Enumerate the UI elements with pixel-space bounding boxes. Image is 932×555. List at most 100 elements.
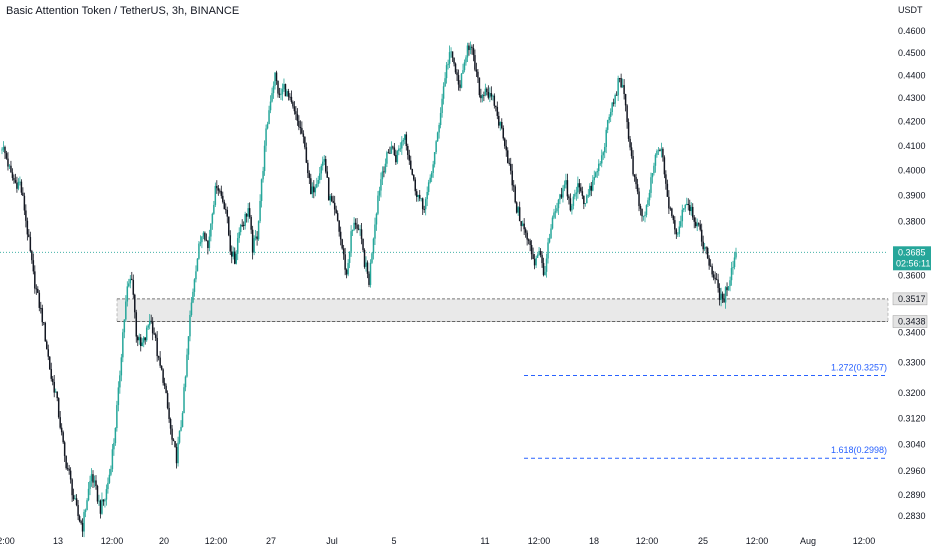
candle-body [642,215,645,217]
candle-body [632,156,634,175]
candle-body [375,213,378,225]
time-axis[interactable]: 2:00 13 12:00 20 12:00 27 Jul 5 11 12:00 18 12:00 25… [0,536,875,546]
candle-body [44,322,47,342]
candle-body [472,47,475,56]
candle-body [148,320,151,326]
candle-body [37,288,39,293]
candle-body [711,266,713,275]
candle-body [635,177,637,185]
candle-body [171,428,173,440]
candle-body [35,288,38,290]
candle-body [213,204,215,214]
candle-body [99,500,102,514]
candle-body [462,70,464,74]
candle-body [169,418,172,429]
price-tick-label: 0.2960 [898,466,926,476]
price-axis[interactable]: 0.4600 0.4500 0.4400 0.4300 0.4200 0.4100 0.40… [898,26,926,521]
candle-body [735,252,737,258]
candle-body [680,221,682,227]
candle-body [690,206,692,212]
candle-body [674,220,676,230]
current-price-badge: 0.3685 02:56:11 [893,246,931,271]
symbol-title[interactable]: Basic Attention Token / TetherUS, 3h, BI… [6,5,240,17]
candle-body [454,63,457,73]
candle-body [29,237,32,252]
candle-body [345,269,348,275]
candle-body [671,208,673,216]
candle-body [420,198,422,200]
candle-body [40,307,42,309]
candle-body [20,181,23,193]
candle-body [107,482,109,490]
candle-body [220,191,223,196]
time-tick-label: 20 [159,536,169,546]
candle-body [541,254,543,264]
candle-body [348,251,351,263]
candle-body [316,183,318,188]
candle-body [205,239,208,241]
candle-body [274,72,276,86]
candle-body [648,192,651,201]
candle-body [413,174,415,180]
candle-body [351,229,354,232]
candle-body [669,208,672,210]
candle-body [724,287,727,303]
candle-body [162,369,164,383]
candle-body [32,260,35,272]
candle-body [614,94,616,104]
candle-body [730,268,733,281]
candle-body [538,250,540,255]
candle-body [587,195,590,197]
candle-body [433,152,436,165]
candle-body [244,213,246,226]
candle-body [135,312,138,337]
candle-body [48,356,51,370]
candle-body [287,91,290,97]
candle-body [578,183,581,188]
candle-body [463,62,466,71]
candle-body [163,382,166,386]
candle-body [117,387,120,406]
candle-body [466,45,469,58]
time-tick-label: Aug [800,536,816,546]
candle-body [441,98,443,114]
candle-body [183,387,185,414]
candle-body [160,365,163,370]
candle-body [295,111,297,115]
candle-body [13,177,15,181]
candle-body [583,195,585,205]
candle-body [442,86,445,99]
price-tick-label: 0.4500 [898,48,926,58]
candle-body [322,161,324,166]
candle-body [706,247,709,259]
candle-body [75,498,78,506]
time-tick-label: 12:00 [746,536,769,546]
candle-body [289,96,291,98]
candle-body [539,250,542,255]
candle-body [78,516,81,522]
candle-body [324,159,327,172]
candle-body [626,105,628,123]
candle-body [329,196,331,201]
time-tick-label: 5 [391,536,396,546]
candle-body [95,480,97,486]
candle-body [596,171,599,173]
candle-body [298,120,300,127]
candle-body [633,174,636,178]
candle-body [198,243,200,259]
candle-body [612,102,615,104]
candle-body [5,153,8,159]
candle-body [34,271,36,289]
candle-body [696,223,698,227]
candle-body [283,84,285,90]
candle-body [81,522,84,532]
candle-body [712,274,715,278]
support-zone[interactable] [116,298,889,322]
candle-body [201,236,203,243]
candle-body [53,381,55,393]
candle-body [480,95,482,99]
candle-body [69,470,72,480]
candle-body [47,349,49,357]
